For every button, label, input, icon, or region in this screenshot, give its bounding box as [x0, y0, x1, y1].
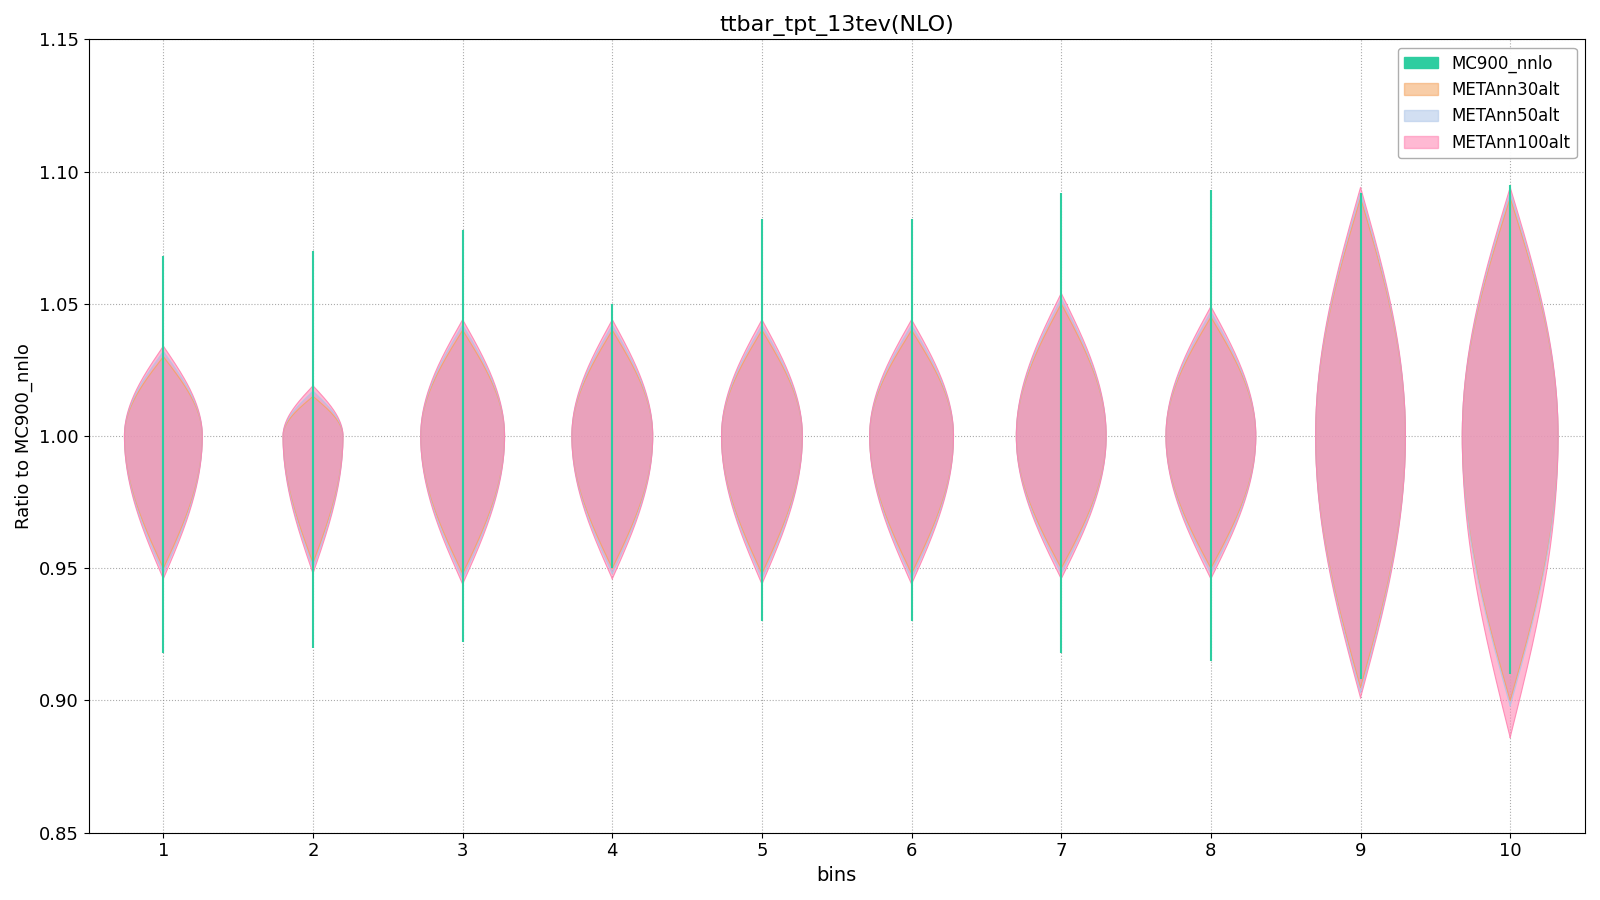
Polygon shape: [1166, 306, 1256, 579]
Polygon shape: [1166, 317, 1256, 568]
Polygon shape: [1462, 193, 1558, 706]
Polygon shape: [571, 320, 653, 579]
Polygon shape: [125, 356, 202, 568]
Polygon shape: [1462, 187, 1558, 737]
Polygon shape: [283, 392, 342, 568]
Polygon shape: [1315, 193, 1405, 693]
Y-axis label: Ratio to MC900_nnlo: Ratio to MC900_nnlo: [14, 343, 34, 529]
Polygon shape: [1315, 198, 1405, 688]
Polygon shape: [421, 330, 504, 573]
Polygon shape: [870, 325, 954, 579]
Polygon shape: [571, 330, 653, 568]
Polygon shape: [125, 351, 202, 573]
Title: ttbar_tpt_13tev(NLO): ttbar_tpt_13tev(NLO): [720, 15, 954, 36]
Polygon shape: [1462, 198, 1558, 700]
Polygon shape: [870, 330, 954, 573]
Polygon shape: [283, 386, 342, 573]
Polygon shape: [722, 325, 802, 579]
Polygon shape: [421, 320, 504, 584]
Polygon shape: [1016, 299, 1106, 573]
Polygon shape: [1016, 293, 1106, 579]
Polygon shape: [722, 320, 802, 584]
X-axis label: bins: bins: [816, 866, 858, 885]
Polygon shape: [1016, 304, 1106, 568]
Polygon shape: [283, 396, 342, 563]
Polygon shape: [125, 346, 202, 579]
Legend: MC900_nnlo, METAnn30alt, METAnn50alt, METAnn100alt: MC900_nnlo, METAnn30alt, METAnn50alt, ME…: [1398, 48, 1576, 158]
Polygon shape: [1166, 311, 1256, 573]
Polygon shape: [870, 320, 954, 584]
Polygon shape: [421, 325, 504, 579]
Polygon shape: [1315, 187, 1405, 698]
Polygon shape: [722, 330, 802, 573]
Polygon shape: [571, 325, 653, 573]
